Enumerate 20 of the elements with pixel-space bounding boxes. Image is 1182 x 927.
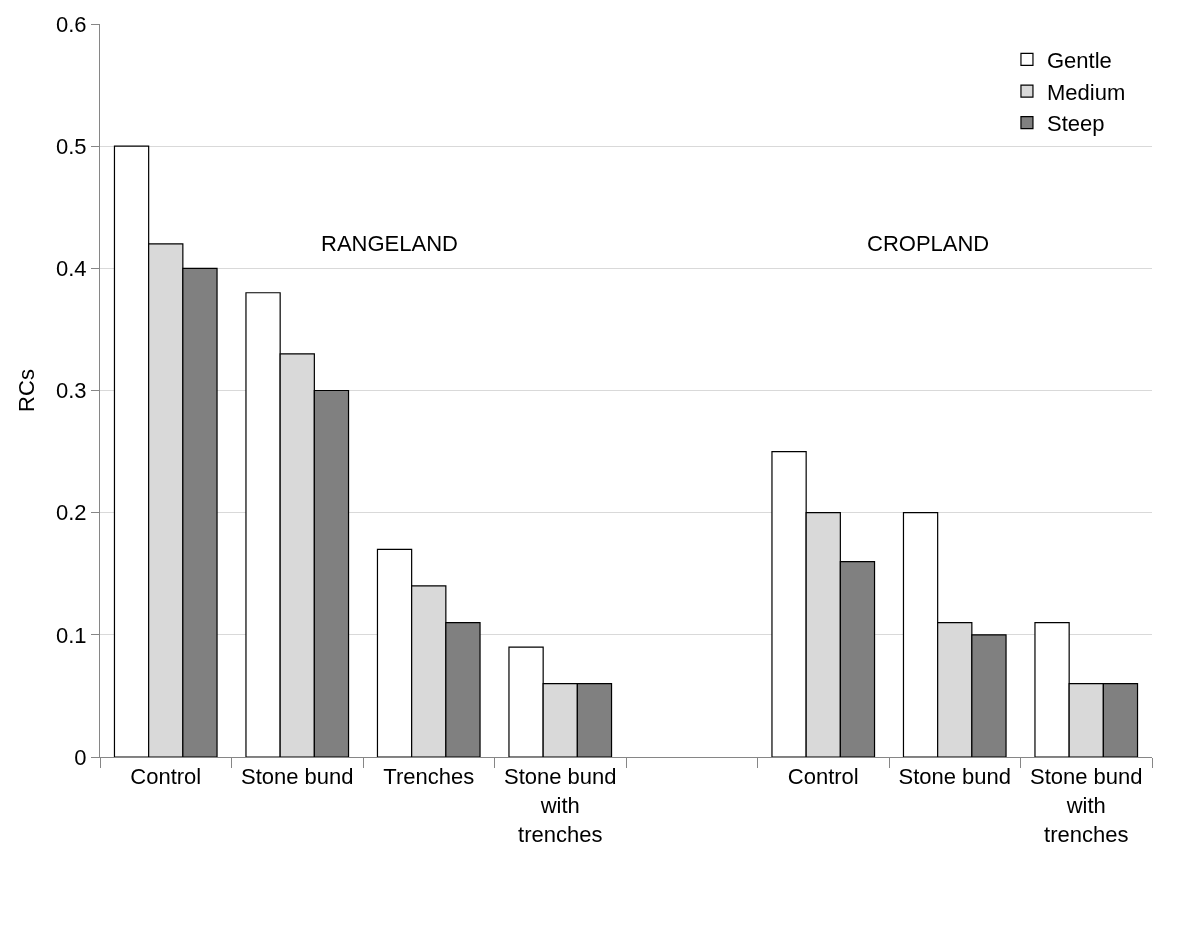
y-tick-label: 0.1 [56,622,87,648]
legend-label: Steep [1046,111,1105,137]
x-tick-label: Control [787,764,859,790]
annotation: CROPLAND [867,231,990,256]
x-tick-label: Stone bund with trenches [503,764,617,847]
y-tick-label: 0.4 [56,256,87,282]
y-axis-title: RCs [13,369,39,412]
x-tick-label: Stone bund [240,764,354,790]
annotation: RANGELAND [321,231,458,256]
y-tick-label: 0 [74,744,87,770]
x-tick-label: Control [130,764,202,790]
y-tick-label: 0.3 [56,378,87,404]
y-tick-label: 0.2 [56,500,87,526]
y-tick-label: 0.5 [56,133,87,159]
y-tick-label: 0.6 [56,11,87,37]
legend-label: Gentle [1046,48,1112,74]
legend-label: Medium [1046,79,1126,105]
x-tick-label: Stone bund [898,764,1012,790]
x-tick-label: Stone bund with trenches [1029,764,1143,847]
x-tick-label: Trenches [383,764,475,790]
